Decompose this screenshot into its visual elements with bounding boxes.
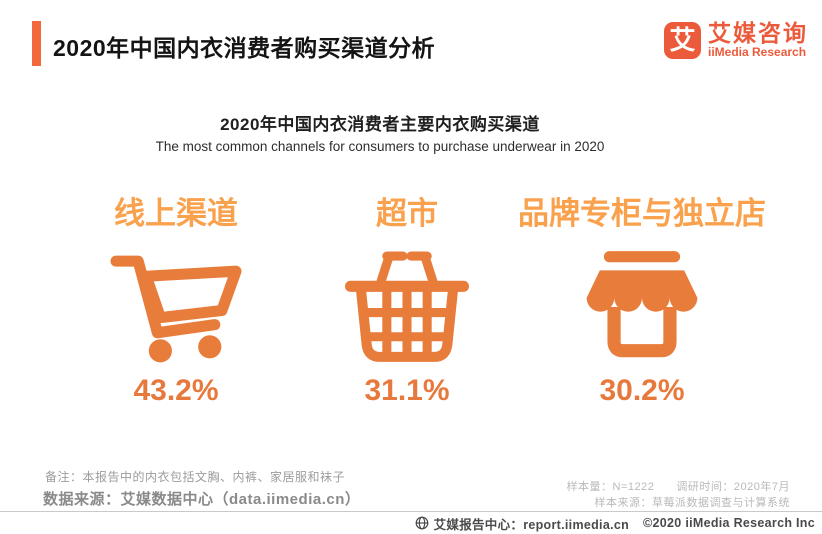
channel-brand-store-value: 30.2% <box>599 374 685 407</box>
chart-title-cn: 2020年中国内衣消费者主要内衣购买渠道 <box>220 115 540 134</box>
brand-name-en: iiMedia Research <box>708 45 807 59</box>
channel-online: 线上渠道 43.2% <box>40 196 312 408</box>
sample-size: 样本量：N=1222 <box>566 481 655 493</box>
footer: 艾媒报告中心：report.iimedia.cn ©2020 iiMedia R… <box>0 511 822 534</box>
brand-logo-text: 艾媒咨询 iiMedia Research <box>708 21 808 59</box>
survey-time: 调研时间：2020年7月 <box>676 481 790 493</box>
sample-source: 样本来源：草莓派数据调查与计算系统 <box>594 496 790 509</box>
storefront-icon <box>573 243 711 371</box>
chart-heading: 2020年中国内衣消费者主要内衣购买渠道 The most common cha… <box>80 110 680 154</box>
channel-supermarket-label: 超市 <box>376 196 438 231</box>
channel-brand-store: 品牌专柜与独立店 30.2% <box>502 196 782 408</box>
data-source: 数据来源：艾媒数据中心（data.iimedia.cn） <box>43 491 361 508</box>
channel-online-value: 43.2% <box>133 374 219 407</box>
survey-line-1: 样本量：N=1222 调研时间：2020年7月 <box>567 480 790 496</box>
shopping-cart-icon <box>107 243 245 371</box>
channel-supermarket-value: 31.1% <box>364 374 450 407</box>
globe-icon <box>415 516 429 530</box>
channel-columns: 线上渠道 43.2% 超市 <box>40 196 782 408</box>
title-accent-bar <box>32 21 41 66</box>
page-title: 2020年中国内衣消费者购买渠道分析 <box>53 35 436 61</box>
footer-copyright: ©2020 iiMedia Research Inc <box>643 516 815 530</box>
survey-info: 样本量：N=1222 调研时间：2020年7月 样本来源：草莓派数据调查与计算系统 <box>567 480 790 511</box>
channel-brand-store-label: 品牌专柜与独立店 <box>518 196 766 231</box>
channel-online-label: 线上渠道 <box>114 196 238 231</box>
brand-name-cn: 艾媒咨询 <box>708 20 808 46</box>
shopping-basket-icon <box>345 243 469 371</box>
footer-report-center: 艾媒报告中心：report.iimedia.cn <box>433 517 630 532</box>
header: 2020年中国内衣消费者购买渠道分析 艾 艾媒咨询 iiMedia Resear… <box>0 0 822 80</box>
brand-logo-icon: 艾 <box>664 21 701 59</box>
chart-title-en: The most common channels for consumers t… <box>155 139 605 154</box>
channel-supermarket: 超市 31.1% <box>312 196 502 408</box>
brand-logo: 艾 艾媒咨询 iiMedia Research <box>664 21 808 59</box>
note-remark: 备注：本报告中的内衣包括文胸、内裤、家居服和袜子 <box>45 470 346 484</box>
